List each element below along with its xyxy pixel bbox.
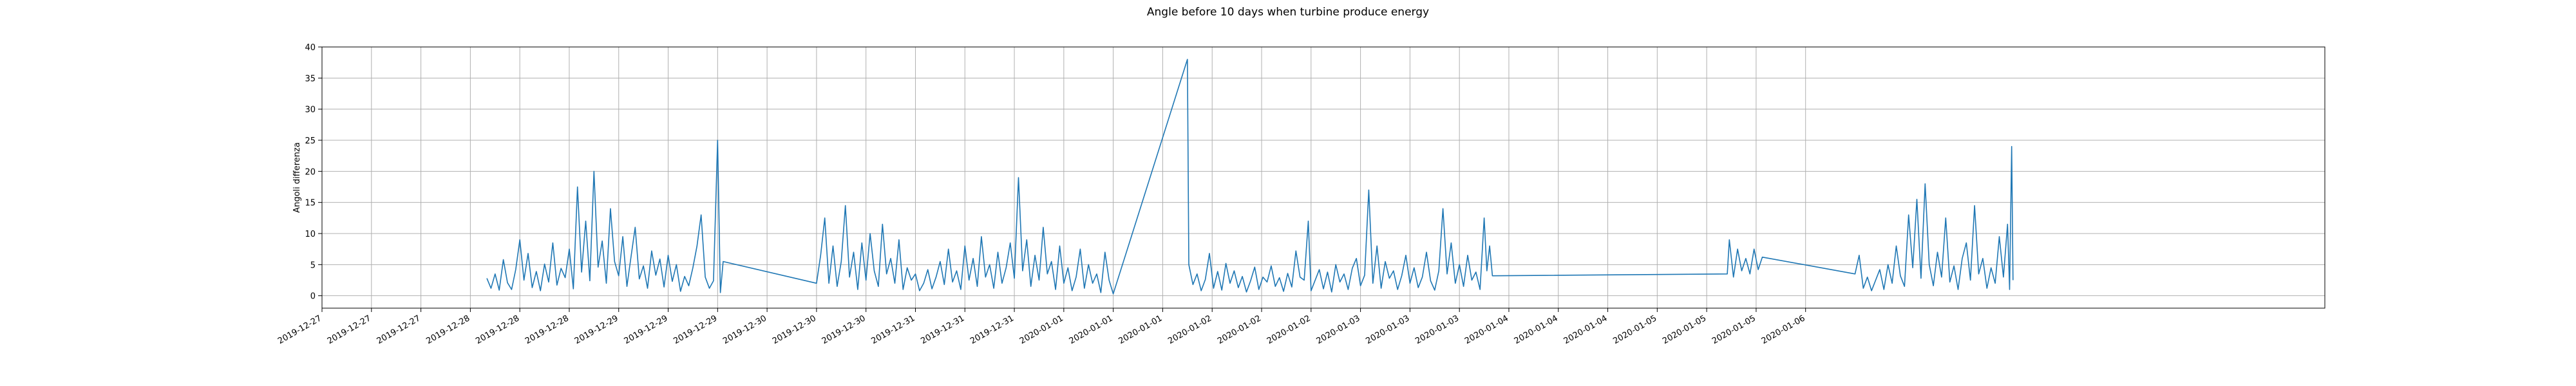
x-tick-label: 2019-12-30 bbox=[771, 313, 818, 346]
y-tick-label: 20 bbox=[305, 167, 316, 177]
x-tick-label: 2019-12-29 bbox=[573, 313, 620, 346]
x-tick-label: 2019-12-27 bbox=[326, 313, 373, 346]
x-tick-label: 2020-01-04 bbox=[1463, 313, 1510, 346]
x-tick-label: 2019-12-27 bbox=[375, 313, 422, 346]
y-tick-label: 40 bbox=[305, 43, 316, 53]
x-tick-label: 2019-12-31 bbox=[919, 313, 966, 346]
y-tick-label: 10 bbox=[305, 230, 316, 239]
x-tick-label: 2019-12-30 bbox=[721, 313, 768, 346]
y-tick-label: 35 bbox=[305, 74, 316, 84]
x-tick-label: 2020-01-04 bbox=[1513, 313, 1560, 346]
x-tick-label: 2020-01-04 bbox=[1562, 313, 1609, 346]
y-tick-label: 0 bbox=[310, 292, 316, 302]
y-tick-label: 15 bbox=[305, 199, 316, 208]
x-tick-label: 2020-01-01 bbox=[1117, 313, 1164, 346]
x-tick-label: 2019-12-29 bbox=[672, 313, 719, 346]
x-tick-label: 2020-01-03 bbox=[1315, 313, 1362, 346]
x-tick-label: 2019-12-29 bbox=[623, 313, 670, 346]
x-tick-label: 2019-12-28 bbox=[474, 313, 521, 346]
x-tick-label: 2020-01-02 bbox=[1166, 313, 1213, 346]
x-tick-label: 2020-01-02 bbox=[1216, 313, 1263, 346]
series-line bbox=[486, 59, 2014, 295]
x-tick-label: 2020-01-03 bbox=[1414, 313, 1461, 346]
x-tick-label: 2019-12-31 bbox=[870, 313, 917, 346]
x-axis: 2019-12-27 2019-12-27 2019-12-27 2019-12-28… bbox=[276, 308, 1807, 346]
x-tick-label: 2020-01-01 bbox=[1068, 313, 1115, 346]
y-tick-label: 25 bbox=[305, 136, 316, 146]
y-tick-label: 5 bbox=[310, 261, 316, 270]
x-tick-label: 2020-01-05 bbox=[1661, 313, 1708, 346]
x-tick-label: 2020-01-05 bbox=[1710, 313, 1757, 346]
y-axis: 0 5 10 15 20 25 30 35 40 bbox=[305, 43, 322, 302]
x-tick-label: 2020-01-01 bbox=[1018, 313, 1065, 346]
x-tick-label: 2019-12-28 bbox=[424, 313, 471, 346]
x-tick-label: 2019-12-31 bbox=[969, 313, 1016, 346]
grid-lines bbox=[321, 46, 2325, 308]
x-tick-label: 2020-01-05 bbox=[1611, 313, 1658, 346]
x-tick-label: 2019-12-28 bbox=[524, 313, 571, 346]
x-tick-label: 2019-12-27 bbox=[276, 313, 323, 346]
x-tick-label: 2020-01-06 bbox=[1760, 313, 1807, 346]
y-tick-label: 30 bbox=[305, 106, 316, 115]
x-tick-label: 2019-12-30 bbox=[820, 313, 867, 346]
chart-title: Angle before 10 days when turbine produc… bbox=[1147, 6, 1429, 19]
x-tick-label: 2020-01-03 bbox=[1364, 313, 1411, 346]
y-axis-label: Angoli differenza bbox=[292, 142, 302, 213]
plot-frame bbox=[321, 46, 2325, 309]
x-tick-label: 2020-01-02 bbox=[1265, 313, 1312, 346]
